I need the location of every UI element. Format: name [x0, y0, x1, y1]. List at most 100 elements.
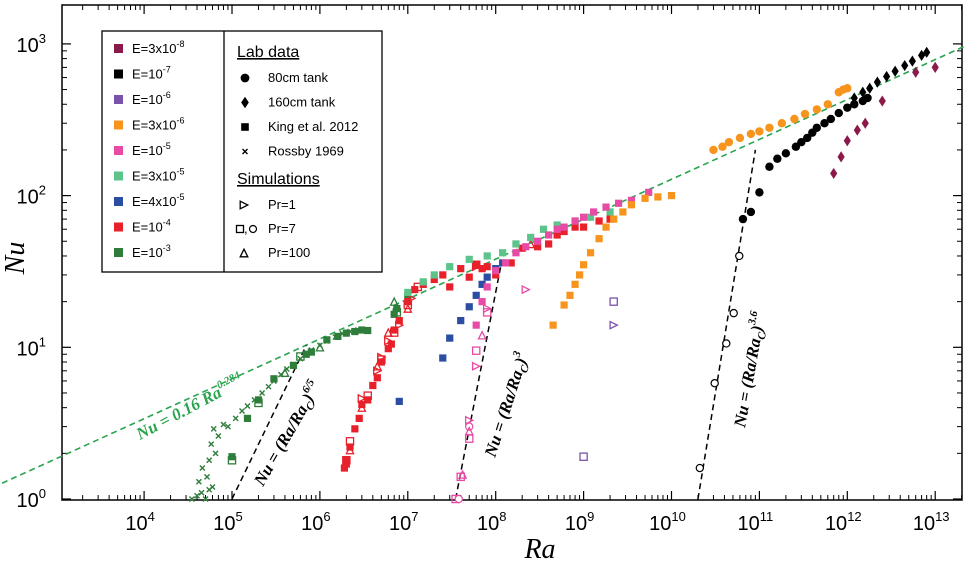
legend-marker-label: 80cm tank: [268, 70, 328, 85]
data-point: [342, 329, 350, 337]
legend-marker-cross: [242, 148, 248, 155]
x-tick-exp: 8: [499, 509, 506, 524]
data-point: [901, 59, 909, 72]
x-tick-base: 10: [649, 513, 671, 535]
data-point: [254, 398, 263, 408]
data-point: [210, 425, 217, 432]
data-point: [534, 243, 542, 251]
fit-line: [697, 149, 757, 500]
data-point: [812, 123, 822, 132]
legend-color-swatch: [114, 69, 123, 79]
x-tick-label: 105: [213, 509, 242, 535]
legend-color-exp: -5: [163, 141, 171, 151]
legend-color-label: E=10-7: [132, 65, 171, 82]
data-point: [194, 492, 201, 499]
data-point: [439, 354, 447, 362]
legend-marker-square: [241, 123, 249, 131]
fit-label: Nu = (Ra/RaC)6/5: [248, 377, 328, 492]
data-point: [861, 117, 869, 129]
legend-marker-label: Pr=7: [268, 221, 296, 236]
data-point: [560, 223, 568, 231]
data-point: [553, 221, 561, 229]
data-point: [553, 231, 561, 239]
data-point: [859, 86, 867, 98]
data-point: [746, 207, 756, 217]
data-point: [342, 456, 351, 465]
data-point: [351, 327, 359, 336]
data-point: [478, 265, 486, 273]
fit-label-sub: C: [518, 363, 532, 374]
x-tick-label: 104: [125, 509, 154, 535]
data-point: [296, 352, 305, 361]
legend-color-text: E=3x10: [132, 118, 176, 133]
legend-color-text: E=10: [132, 92, 163, 107]
data-point: [372, 361, 382, 371]
x-tick-label: 1011: [738, 509, 774, 535]
data-points: [188, 46, 939, 504]
legend-color-label: E=4x10-5: [132, 192, 184, 209]
data-point: [384, 336, 394, 346]
x-tick-base: 10: [825, 513, 847, 535]
data-point: [797, 137, 806, 147]
data-point: [627, 201, 636, 209]
data-point: [492, 271, 500, 279]
data-point: [446, 334, 454, 342]
data-point: [602, 203, 610, 211]
x-tick-base: 10: [565, 513, 587, 535]
data-point: [866, 82, 874, 94]
data-point: [499, 249, 507, 257]
data-point: [931, 61, 939, 73]
x-tick-label: 106: [301, 509, 330, 535]
x-tick-base: 10: [477, 513, 499, 535]
data-point: [518, 244, 526, 252]
legend-color-swatch: [114, 44, 123, 53]
data-point: [357, 393, 367, 404]
data-point: [843, 84, 852, 93]
legend-marker-triangle-right: [239, 200, 250, 210]
data-point: [358, 326, 366, 334]
legend: E=3x10-8E=10-7E=10-6E=3x10-6E=10-5E=3x10…: [101, 30, 383, 273]
data-point: [465, 273, 473, 281]
data-point: [198, 489, 205, 496]
fit-label-sup: 3.6: [746, 310, 760, 327]
fit-label-close: ): [747, 324, 767, 335]
data-point: [265, 383, 272, 390]
data-point: [334, 332, 342, 340]
fit-label: Nu = 0.16 Ra0.284: [131, 369, 247, 444]
data-point: [457, 265, 465, 273]
data-point: [579, 452, 588, 461]
data-point: [357, 402, 367, 412]
x-tick-exp: 10: [671, 509, 685, 524]
data-point: [270, 375, 278, 383]
data-point: [472, 291, 480, 299]
data-point: [212, 450, 219, 457]
x-tick-exp: 4: [148, 509, 155, 524]
data-point: [891, 65, 899, 77]
data-point: [373, 366, 383, 376]
data-point: [302, 350, 310, 358]
legend-marker-triangle-up: [239, 247, 249, 258]
data-point: [619, 208, 627, 216]
data-point: [606, 208, 614, 216]
data-point: [580, 261, 588, 269]
data-point: [389, 296, 399, 306]
legend-color-text: E=10: [132, 67, 163, 82]
data-point: [695, 463, 705, 473]
data-point: [883, 70, 891, 83]
legend-color-label: E=3x10-5: [132, 167, 184, 184]
data-point: [553, 225, 561, 233]
data-point: [627, 196, 636, 204]
data-point: [454, 494, 463, 504]
x-tick-exp: 12: [847, 509, 861, 524]
legend-color-swatch: [114, 146, 123, 155]
x-tick-base: 10: [738, 513, 760, 535]
data-point: [755, 127, 764, 136]
data-point: [446, 263, 454, 271]
data-point: [464, 415, 475, 425]
data-point: [837, 151, 845, 163]
legend-color-text: E=10: [132, 220, 163, 235]
data-point: [482, 303, 493, 314]
data-point: [729, 308, 738, 318]
data-point: [403, 303, 413, 313]
data-point: [483, 283, 491, 291]
